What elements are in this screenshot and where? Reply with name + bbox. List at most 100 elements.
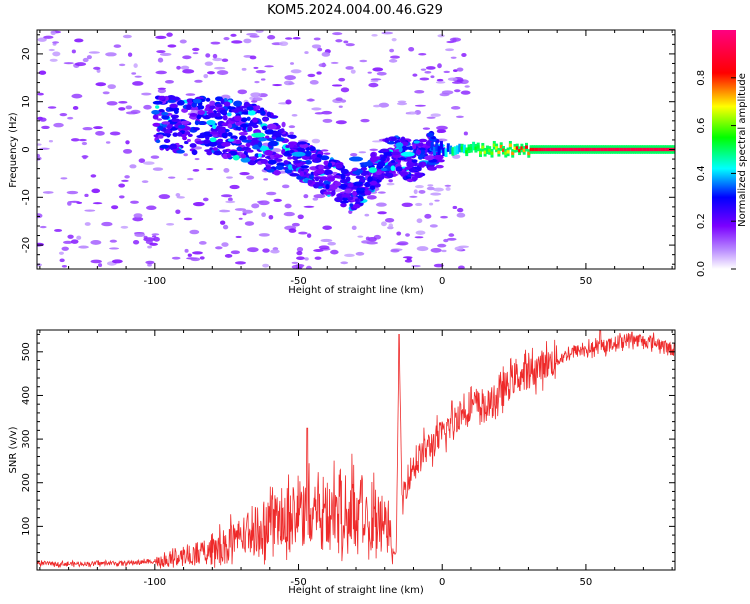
heatmap-cell [322,118,333,123]
heatmap-cell [240,123,250,128]
heatmap-cell [464,85,470,88]
heatmap-cell [199,256,205,260]
heatmap-cell [49,58,58,62]
heatmap-cell [225,200,236,204]
heatmap-cell [264,149,273,156]
heatmap-band-core [612,147,616,152]
heatmap-cell [320,238,333,243]
snr-xlabel: Height of straight line (km) [288,585,424,596]
heatmap-cell [435,164,444,169]
heatmap-cell [39,225,47,229]
heatmap-cell [296,266,303,269]
heatmap-cell [331,190,336,196]
heatmap-cell [215,112,221,117]
heatmap-cell [292,160,301,164]
heatmap-band-core [637,147,641,152]
heatmap-cell [186,177,194,181]
heatmap-band-core [472,144,476,148]
heatmap-cell [70,239,79,244]
heatmap-band-core [456,147,460,152]
heatmap-cell [287,164,293,170]
heatmap-cell [304,51,309,54]
heatmap-band-core [490,151,494,155]
heatmap-cell [122,34,132,39]
heatmap-band-core [566,147,570,152]
heatmap-cell [397,241,409,246]
heatmap-cell [364,170,369,177]
heatmap-band-core [483,150,487,154]
heatmap-cell [258,233,270,237]
heatmap-cell [401,145,408,151]
snr-xtick-label: 0 [439,577,445,588]
heatmap-cell [338,105,343,108]
heatmap-cell [285,99,292,105]
heatmap-cell [255,105,261,110]
heatmap-cell [132,81,144,86]
heatmap-cell [386,182,395,186]
heatmap-cell [215,246,223,250]
heatmap-cell [365,236,370,241]
heatmap-cell [39,117,47,122]
heatmap-cell [340,173,346,180]
heatmap-cell [84,222,91,226]
heatmap-cell [375,202,387,207]
heatmap-cell [412,73,418,77]
heatmap-cell [304,159,313,165]
heatmap-cell [411,176,418,181]
heatmap-cell [260,110,266,116]
heatmap-cell [167,176,176,179]
heatmap-cell [313,194,326,199]
heatmap-cell [233,100,243,107]
heatmap-cell [323,169,333,176]
heatmap-band-core [621,147,625,152]
heatmap-band-core [543,147,547,152]
heatmap-cell [330,61,339,64]
heatmap-cell [348,182,354,188]
heatmap-cell [353,181,364,185]
heatmap-cell [67,116,74,120]
heatmap-band-core [598,147,602,152]
heatmap-cell [132,216,144,222]
spectrogram-xtick-label: -50 [290,276,306,287]
snr-ytick-label: 400 [21,386,32,405]
heatmap-cell [203,131,212,136]
heatmap-cell [122,148,133,154]
heatmap-cell [418,162,423,168]
heatmap-cell [281,121,286,128]
heatmap-cell [298,231,308,235]
heatmap-cell [417,155,423,160]
heatmap-cell [226,112,232,117]
heatmap-cell [399,171,409,176]
heatmap-cell [380,156,386,162]
heatmap-cell [172,132,179,137]
heatmap-cell [84,209,96,212]
heatmap-cell [265,191,277,196]
spectrogram-ytick-label: -20 [21,237,32,253]
heatmap-cell [363,161,373,167]
heatmap-cell [384,218,395,223]
heatmap-band-core [596,147,600,152]
heatmap-cell [283,160,289,165]
heatmap-cell [395,166,403,172]
heatmap-cell [314,256,322,260]
heatmap-cell [316,153,323,158]
heatmap-cell [368,82,379,88]
heatmap-cell [206,120,216,126]
heatmap-cell [322,225,332,230]
heatmap-cell [171,256,181,260]
heatmap-cell [369,180,378,186]
heatmap-cell [268,214,274,220]
heatmap-cell [316,71,322,75]
heatmap-cell [236,146,243,152]
heatmap-band-core [545,147,549,152]
heatmap-cell [454,246,464,251]
heatmap-cell [223,101,231,107]
heatmap-cell [275,137,286,142]
heatmap-cell [437,159,445,163]
heatmap-cell [289,131,294,135]
heatmap-cell [50,30,56,36]
heatmap-cell [290,69,302,74]
heatmap-cell [275,165,285,171]
heatmap-cell [326,176,336,182]
heatmap-cell [396,231,402,236]
